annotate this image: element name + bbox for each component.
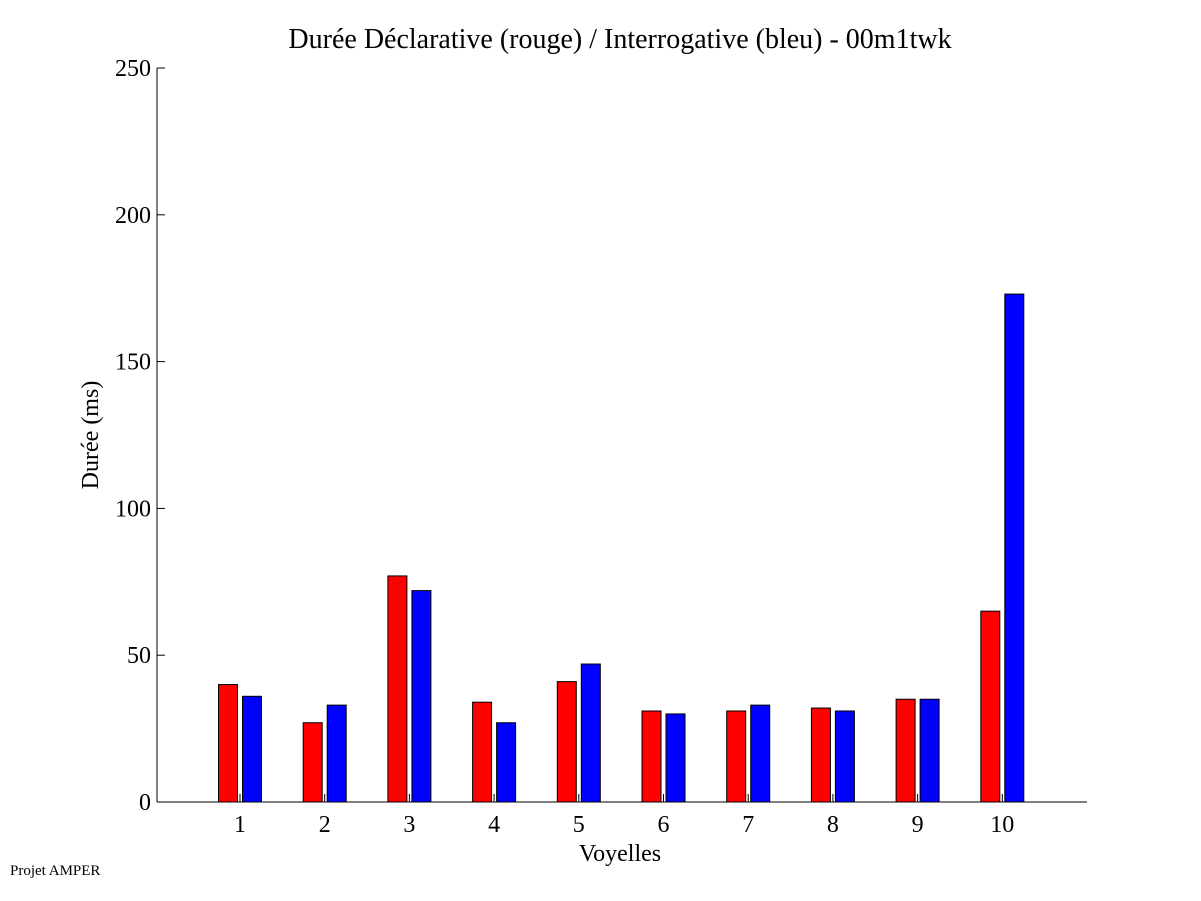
- x-axis-label: Voyelles: [579, 841, 661, 867]
- x-tick-label: 8: [827, 812, 839, 838]
- x-tick-label: 5: [573, 812, 585, 838]
- bar-series-1: [472, 701, 493, 803]
- y-tick-label: 0: [139, 790, 151, 816]
- y-tick-label: 250: [115, 56, 151, 82]
- plot-area: 0 50 100 150 200 250 1 2 3 4 5 6 7 8 9 10: [115, 56, 1087, 838]
- x-tick-label: 2: [319, 812, 331, 838]
- x-tick-label: 1: [234, 812, 246, 838]
- x-tick-label: 4: [488, 812, 500, 838]
- bar-series-2: [750, 704, 771, 803]
- x-tick-label: 7: [742, 812, 754, 838]
- bar-series-1: [895, 698, 916, 803]
- bar-series-2: [580, 663, 601, 803]
- bar-series-2: [1004, 293, 1025, 803]
- bar-series-2: [496, 722, 517, 803]
- y-tick-label: 100: [115, 496, 151, 522]
- bar-series-1: [556, 681, 577, 803]
- bar-series-1: [726, 710, 747, 803]
- bar-series-1: [641, 710, 662, 803]
- bar-series-1: [218, 684, 238, 803]
- y-axis-label: Durée (ms): [78, 381, 104, 490]
- bar-series-2: [411, 590, 432, 803]
- bar-series-2: [919, 698, 940, 803]
- x-tick-label: 3: [403, 812, 415, 838]
- y-tick-label: 200: [115, 203, 151, 229]
- x-tick-label: 6: [658, 812, 670, 838]
- bar-series-1: [810, 707, 831, 803]
- bar-series-1: [387, 575, 408, 803]
- bar-series-2: [326, 704, 347, 803]
- bar-series-1: [302, 722, 323, 803]
- bar-series-2: [665, 713, 686, 803]
- y-tick-label: 50: [127, 643, 151, 669]
- bar-series-1: [980, 610, 1001, 803]
- x-tick-label: 10: [990, 812, 1014, 838]
- bar-series-2: [242, 695, 262, 803]
- y-tick-label: 150: [115, 350, 151, 376]
- x-tick-label: 9: [912, 812, 924, 838]
- bar-series-2: [834, 710, 855, 803]
- chart-title: Durée Déclarative (rouge) / Interrogativ…: [288, 24, 951, 55]
- footer-credit: Projet AMPER: [10, 863, 101, 879]
